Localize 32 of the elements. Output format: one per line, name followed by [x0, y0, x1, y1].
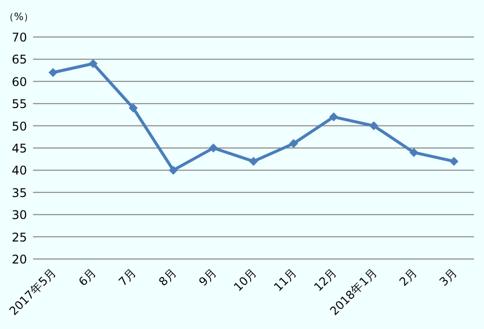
x-tick-label: 12月 [311, 265, 340, 294]
point [289, 139, 298, 148]
y-tick-label: 60 [12, 74, 27, 89]
y-tick-label: 40 [12, 164, 27, 178]
point [208, 144, 218, 152]
y-tick-label: 30 [12, 208, 27, 222]
y-axis-title: （%） [4, 12, 34, 23]
point [168, 166, 178, 175]
x-tick-label: 2月 [396, 265, 420, 289]
x-tick-label: 9月 [196, 265, 220, 289]
x-tick-label: 3月 [436, 265, 460, 289]
point [48, 68, 58, 78]
y-tick-label: 55 [12, 97, 27, 112]
point [249, 156, 258, 166]
x-tick-label: 8月 [156, 265, 180, 289]
x-tick-label: 7月 [116, 265, 140, 289]
x-tick-label: 10月 [230, 265, 260, 294]
point [329, 112, 338, 122]
y-tick-label: 65 [12, 52, 27, 67]
x-tick-label: 6月 [76, 265, 100, 289]
y-tick-label: 20 [12, 252, 27, 266]
point [449, 156, 458, 166]
y-tick-label: 70 [12, 30, 27, 44]
y-tick-label: 25 [12, 230, 27, 244]
point [409, 148, 418, 157]
y-tick-label: 35 [12, 186, 27, 200]
y-tick-label: 45 [12, 142, 27, 156]
point [369, 121, 378, 130]
y-tick-label: 50 [12, 119, 27, 134]
point [128, 104, 138, 113]
x-tick-label: 11月 [270, 265, 300, 294]
point [88, 59, 98, 68]
